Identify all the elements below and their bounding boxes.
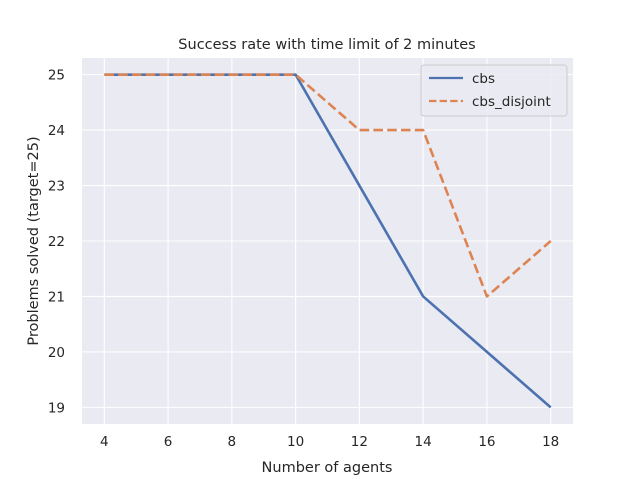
- tick-labels: 4 6 8 10 12 14 16 18 19 20 21 22 23 24 25: [48, 68, 559, 450]
- x-tick-label: 12: [351, 434, 368, 450]
- y-tick-label: 19: [48, 400, 65, 416]
- series-line-cbs-disjoint: [104, 73, 552, 298]
- x-tick-label: 4: [100, 434, 109, 450]
- legend-label-cbs-disjoint: cbs_disjoint: [472, 94, 551, 110]
- series-layer: [104, 73, 552, 409]
- x-tick-label: 16: [478, 434, 495, 450]
- legend-label-cbs: cbs: [472, 71, 495, 87]
- y-tick-label: 23: [48, 179, 65, 195]
- x-axis-label: Number of agents: [262, 460, 393, 476]
- y-tick-label: 21: [48, 289, 65, 305]
- y-axis-label: Problems solved (target=25): [26, 136, 42, 345]
- x-tick-label: 10: [287, 434, 304, 450]
- y-tick-label: 20: [48, 345, 65, 361]
- y-tick-label: 24: [48, 123, 65, 139]
- y-tick-label: 22: [48, 234, 65, 250]
- chart-title: Success rate with time limit of 2 minute…: [178, 37, 475, 53]
- legend: cbs cbs_disjoint: [420, 64, 568, 117]
- x-tick-label: 18: [542, 434, 559, 450]
- x-tick-label: 8: [228, 434, 237, 450]
- x-tick-label: 14: [415, 434, 432, 450]
- y-tick-label: 25: [48, 68, 65, 84]
- x-tick-label: 6: [164, 434, 173, 450]
